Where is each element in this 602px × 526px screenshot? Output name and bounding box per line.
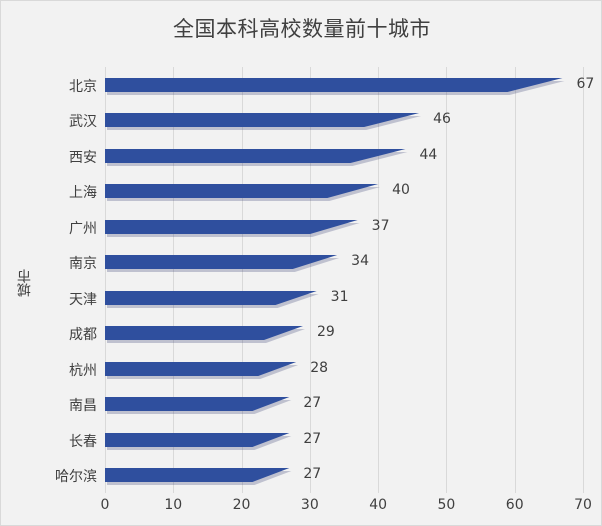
x-tick-label: 70 xyxy=(574,497,592,513)
gridline xyxy=(378,67,380,493)
bar xyxy=(105,467,292,485)
category-label: 成都 xyxy=(69,327,97,344)
x-tick-label: 10 xyxy=(164,497,183,513)
x-tick-label: 50 xyxy=(437,497,456,513)
data-label: 27 xyxy=(303,395,322,412)
data-label: 37 xyxy=(371,217,390,234)
bar xyxy=(105,113,422,131)
bar xyxy=(105,361,299,379)
gridline xyxy=(514,67,516,493)
data-label: 27 xyxy=(303,430,322,447)
data-label: 31 xyxy=(330,288,349,305)
gridline xyxy=(173,67,175,493)
category-label: 武汉 xyxy=(69,114,97,131)
x-tick-label: 0 xyxy=(100,497,110,513)
gridline xyxy=(241,67,243,493)
category-label: 杭州 xyxy=(69,362,97,379)
category-label: 南京 xyxy=(69,256,97,273)
x-tick-label: 30 xyxy=(300,497,319,513)
bar xyxy=(105,397,292,415)
category-label: 西安 xyxy=(69,149,97,166)
gridline xyxy=(446,67,448,493)
category-label: 天津 xyxy=(69,291,97,308)
category-label: 广州 xyxy=(69,220,97,237)
bar xyxy=(105,148,408,166)
gridline xyxy=(105,67,106,493)
category-label: 上海 xyxy=(69,185,97,202)
x-tick-label: 60 xyxy=(505,497,524,513)
bar xyxy=(105,78,565,95)
bar xyxy=(105,290,319,308)
category-label: 长春 xyxy=(69,433,97,450)
bar xyxy=(105,184,381,202)
x-tick-label: 20 xyxy=(232,497,251,513)
data-label: 29 xyxy=(317,324,335,341)
category-label: 哈尔滨 xyxy=(55,468,97,485)
data-label: 27 xyxy=(303,465,322,482)
bar xyxy=(105,432,292,450)
bar xyxy=(105,255,340,273)
plot-area: 0 10 20 30 40 50 60 70 北京 67 武汉 46 西安 44 上海 40 广州 37 南京 34 天… xyxy=(55,67,594,513)
data-label: 40 xyxy=(392,182,410,199)
data-label: 34 xyxy=(351,253,369,270)
data-label: 46 xyxy=(433,111,451,128)
bar xyxy=(105,326,306,344)
data-label: 67 xyxy=(576,76,595,92)
category-label: 北京 xyxy=(69,79,97,95)
data-label: 44 xyxy=(419,146,438,163)
gridline xyxy=(583,67,584,493)
x-tick-label: 40 xyxy=(369,497,388,513)
chart-title: 全国本科高校数量前十城市 xyxy=(173,17,431,41)
data-label: 28 xyxy=(310,359,329,376)
gridline xyxy=(309,67,311,493)
category-label: 南昌 xyxy=(69,398,97,415)
bar xyxy=(105,219,360,237)
